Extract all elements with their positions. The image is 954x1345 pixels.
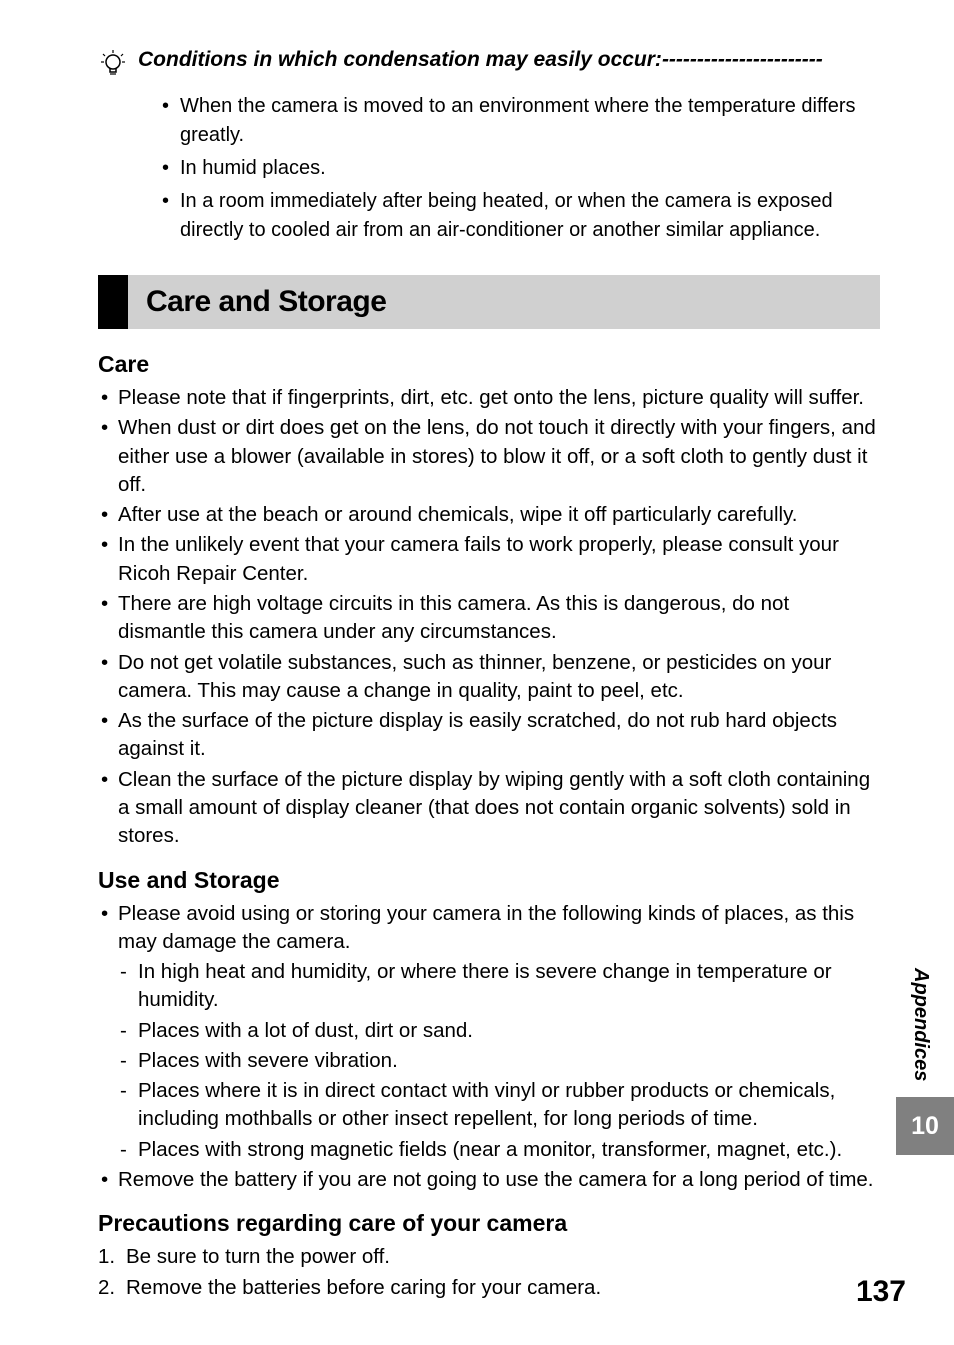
side-label: Appendices: [909, 968, 932, 1081]
care-item: Clean the surface of the picture display…: [98, 766, 880, 851]
section-header: Care and Storage: [98, 275, 880, 329]
precautions-list: 1. Be sure to turn the power off. 2. Remov…: [98, 1243, 880, 1302]
tip-dashes: -----------------------: [662, 48, 823, 72]
precautions-text: Be sure to turn the power off.: [126, 1245, 390, 1268]
tip-section: Conditions in which condensation may eas…: [98, 48, 880, 78]
storage-item: Remove the battery if you are not going …: [98, 1166, 880, 1194]
care-item: Please note that if fingerprints, dirt, …: [98, 384, 880, 412]
side-chapter-box: 10: [896, 1097, 954, 1155]
storage-sub-item: In high heat and humidity, or where ther…: [118, 958, 880, 1015]
precautions-item: 1. Be sure to turn the power off.: [98, 1243, 880, 1272]
tip-item: When the camera is moved to an environme…: [162, 92, 880, 150]
list-number: 1.: [98, 1243, 115, 1272]
storage-sub-item: Places where it is in direct contact wit…: [118, 1077, 880, 1134]
precautions-item: 2. Remove the batteries before caring for…: [98, 1274, 880, 1303]
care-item: There are high voltage circuits in this …: [98, 590, 880, 647]
list-number: 2.: [98, 1274, 115, 1303]
care-list: Please note that if fingerprints, dirt, …: [98, 384, 880, 851]
storage-item-text: Please avoid using or storing your camer…: [118, 902, 854, 953]
storage-sub-item: Places with a lot of dust, dirt or sand.: [118, 1017, 880, 1045]
section-bar: [98, 275, 128, 329]
section-title: Care and Storage: [146, 285, 862, 319]
precautions-heading: Precautions regarding care of your camer…: [98, 1210, 880, 1237]
tip-heading: Conditions in which condensation may eas…: [138, 48, 662, 72]
storage-sublist: In high heat and humidity, or where ther…: [118, 958, 880, 1164]
care-item: In the unlikely event that your camera f…: [98, 531, 880, 588]
tip-list: When the camera is moved to an environme…: [162, 92, 880, 245]
side-chapter-number: 10: [911, 1112, 939, 1141]
care-item: When dust or dirt does get on the lens, …: [98, 414, 880, 499]
storage-sub-item: Places with strong magnetic fields (near…: [118, 1136, 880, 1164]
care-item: As the surface of the picture display is…: [98, 707, 880, 764]
storage-sub-item: Places with severe vibration.: [118, 1047, 880, 1075]
tip-item: In humid places.: [162, 154, 880, 183]
lightbulb-icon: [98, 48, 128, 78]
care-item: After use at the beach or around chemica…: [98, 501, 880, 529]
section-title-box: Care and Storage: [128, 275, 880, 329]
precautions-text: Remove the batteries before caring for y…: [126, 1276, 601, 1299]
storage-list: Please avoid using or storing your camer…: [98, 900, 880, 1195]
storage-heading: Use and Storage: [98, 867, 880, 894]
page-number: 137: [856, 1275, 906, 1309]
care-heading: Care: [98, 351, 880, 378]
tip-item: In a room immediately after being heated…: [162, 187, 880, 245]
storage-item: Please avoid using or storing your camer…: [98, 900, 880, 1165]
care-item: Do not get volatile substances, such as …: [98, 649, 880, 706]
